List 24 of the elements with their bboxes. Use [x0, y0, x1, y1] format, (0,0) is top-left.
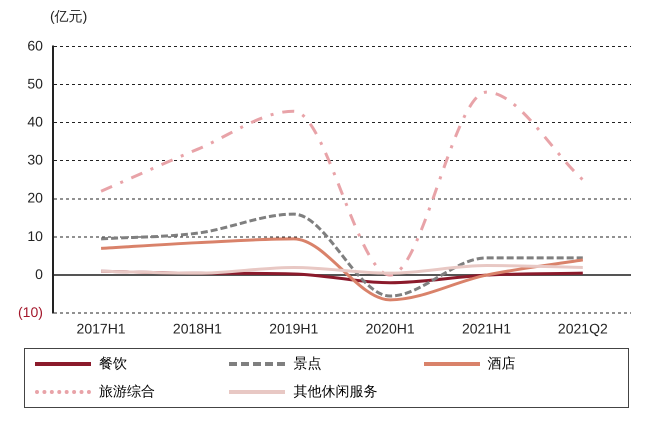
y-axis-title: (亿元): [49, 8, 88, 26]
x-tick-label: 2021H1: [462, 320, 512, 336]
y-tick-label: 50: [27, 75, 44, 92]
line-series: [100, 90, 584, 277]
x-tick-label: 2020H1: [366, 320, 415, 336]
legend-label: 景点: [293, 355, 322, 373]
legend-label: 其他休闲服务: [293, 383, 378, 401]
x-tick-label: 2018H1: [172, 320, 222, 336]
legend-label: 餐饮: [99, 355, 127, 373]
legend-label: 酒店: [488, 355, 516, 373]
x-tick-label: 2019H1: [269, 320, 319, 336]
legend-label: 旅游综合: [99, 383, 155, 401]
x-tick-label: 2021Q2: [558, 320, 608, 336]
line-series: [100, 264, 584, 275]
y-tick-label: 10: [27, 228, 44, 244]
y-tick-label: 0: [35, 266, 44, 282]
y-tick-label: 20: [27, 190, 44, 206]
line-series: [100, 212, 584, 298]
y-tick-label: 30: [27, 152, 44, 168]
line-series: [100, 237, 584, 302]
y-tick-label: (10): [18, 304, 43, 320]
y-tick-label: 40: [27, 113, 44, 130]
y-tick-label: 60: [27, 37, 44, 54]
x-tick-label: 2017H1: [76, 320, 126, 336]
